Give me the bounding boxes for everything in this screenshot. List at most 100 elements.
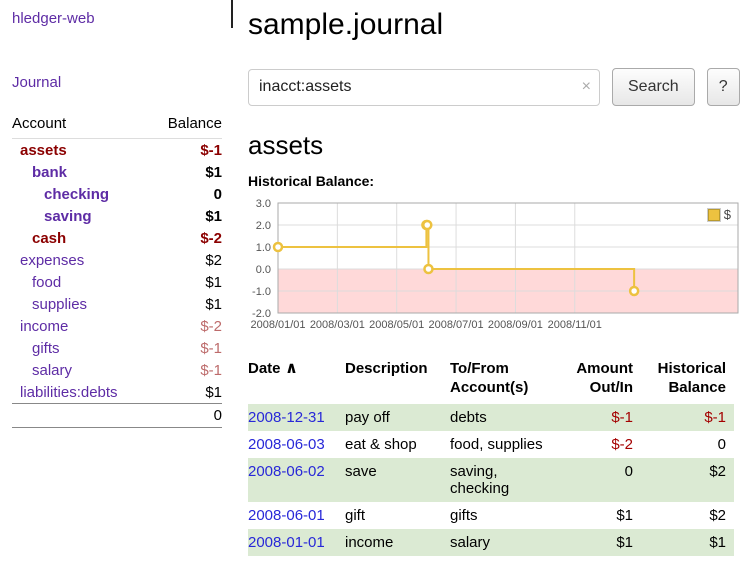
transaction-description: save — [345, 463, 377, 480]
svg-text:3.0: 3.0 — [256, 198, 271, 210]
svg-text:2008/07/01: 2008/07/01 — [429, 319, 484, 331]
transaction-date-link[interactable]: 2008-01-01 — [248, 534, 325, 551]
sidebar-account-link[interactable]: liabilities:debts — [20, 383, 118, 401]
search-field-wrap: × — [248, 68, 600, 106]
account-row: cash $-2 — [12, 227, 222, 249]
sort-ascending-icon: ∧ — [280, 360, 298, 377]
transaction-balance: 0 — [717, 436, 726, 453]
account-row: assets $-1 — [12, 139, 222, 162]
transaction-date-cell: 2008-12-31 — [248, 404, 345, 431]
account-name-cell: gifts — [12, 337, 151, 359]
svg-text:2008/01/01: 2008/01/01 — [250, 319, 305, 331]
transaction-row[interactable]: 2008-12-31 pay off debts $-1 $-1 — [248, 404, 734, 431]
accounts-header-account: Account — [12, 112, 151, 139]
sidebar-account-link[interactable]: income — [20, 317, 69, 335]
transaction-date-link[interactable]: 2008-12-31 — [248, 409, 325, 426]
transaction-row[interactable]: 2008-06-03 eat & shop food, supplies $-2 0 — [248, 431, 734, 458]
account-name-cell: bank — [12, 161, 151, 183]
transaction-description: eat & shop — [345, 436, 417, 453]
transaction-date-cell: 2008-06-02 — [248, 458, 345, 502]
sidebar-account-link[interactable]: expenses — [20, 251, 85, 269]
transaction-date-link[interactable]: 2008-06-03 — [248, 436, 325, 453]
account-balance: 0 — [213, 185, 222, 203]
transaction-date-cell: 2008-06-01 — [248, 502, 345, 529]
transaction-balance: $2 — [709, 463, 726, 480]
transaction-date-cell: 2008-06-03 — [248, 431, 345, 458]
column-header-tofrom: To/From Account(s) — [450, 360, 529, 396]
account-heading: assets — [248, 130, 324, 160]
account-balance: $1 — [205, 163, 222, 181]
transactions-table: Date ∧ Description To/From Account(s) Amount… — [248, 357, 734, 556]
svg-text:2008/11/01: 2008/11/01 — [548, 319, 602, 331]
chart-title: Historical Balance: — [248, 173, 375, 189]
legend-label: $ — [723, 207, 731, 222]
sidebar-account-link[interactable]: supplies — [32, 295, 88, 313]
chart-legend: $ — [705, 206, 733, 223]
transaction-accounts: debts — [450, 409, 487, 426]
sidebar-account-link[interactable]: gifts — [32, 339, 60, 357]
svg-text:2008/05/01: 2008/05/01 — [369, 319, 424, 331]
account-name-cell: food — [12, 271, 151, 293]
transaction-balance: $1 — [709, 534, 726, 551]
account-row: expenses $2 — [12, 249, 222, 271]
account-balance: $1 — [205, 207, 222, 225]
transaction-date-link[interactable]: 2008-06-01 — [248, 507, 325, 524]
account-name-cell: assets — [12, 139, 151, 162]
sidebar-account-link[interactable]: food — [32, 273, 62, 291]
main-content: sample.journal × Search ? assets Histori… — [236, 0, 742, 582]
sidebar-account-link[interactable]: bank — [32, 163, 68, 181]
sidebar-account-link[interactable]: saving — [44, 207, 92, 225]
account-row: bank $1 — [12, 161, 222, 183]
accounts-header-balance: Balance — [150, 112, 222, 139]
transaction-amount: $-1 — [611, 409, 633, 426]
account-name-cell: saving — [12, 205, 151, 227]
transaction-date-link[interactable]: 2008-06-02 — [248, 463, 325, 480]
transaction-amount: $-2 — [611, 436, 633, 453]
search-button[interactable]: Search — [612, 68, 695, 106]
sidebar-account-link[interactable]: salary — [32, 361, 73, 379]
sidebar-account-link[interactable]: checking — [44, 185, 110, 203]
page-title: sample.journal — [248, 8, 444, 41]
app-title: hledger-web — [12, 10, 222, 28]
account-name-cell: expenses — [12, 249, 151, 271]
transaction-accounts: salary — [450, 534, 491, 551]
sidebar-account-link[interactable]: cash — [32, 229, 67, 247]
account-name-cell: income — [12, 315, 151, 337]
transaction-row[interactable]: 2008-06-02 save saving, checking 0 $2 — [248, 458, 734, 502]
account-balance: $-1 — [200, 361, 222, 379]
column-header-historical: Historical Balance — [657, 360, 726, 396]
column-header-description: Description — [345, 360, 428, 377]
app-title-link[interactable]: hledger-web — [12, 10, 95, 27]
account-row: salary $-1 — [12, 359, 222, 381]
account-row: saving $1 — [12, 205, 222, 227]
account-balance: $-1 — [200, 141, 222, 159]
svg-text:0.0: 0.0 — [256, 264, 271, 276]
search-input[interactable] — [248, 68, 600, 106]
svg-text:2008/03/01: 2008/03/01 — [310, 319, 365, 331]
transaction-description: income — [345, 534, 394, 551]
column-header-date[interactable]: Date ∧ — [248, 360, 298, 377]
transaction-row[interactable]: 2008-01-01 income salary $1 $1 — [248, 529, 734, 556]
transaction-row[interactable]: 2008-06-01 gift gifts $1 $2 — [248, 502, 734, 529]
journal-nav: Journal — [12, 74, 222, 92]
svg-text:-2.0: -2.0 — [252, 308, 271, 320]
svg-text:2008/09/01: 2008/09/01 — [488, 319, 543, 331]
account-balance: $2 — [205, 251, 222, 269]
sidebar-divider — [231, 0, 233, 28]
transaction-description: pay off — [345, 409, 390, 426]
help-button[interactable]: ? — [706, 68, 740, 106]
account-name-cell: supplies — [12, 293, 151, 315]
svg-text:2.0: 2.0 — [256, 220, 271, 232]
transaction-accounts: gifts — [450, 507, 478, 524]
sidebar-account-link[interactable]: assets — [20, 141, 67, 159]
account-row: supplies $1 — [12, 293, 222, 315]
transaction-accounts: saving, checking — [450, 463, 510, 497]
account-balance: $1 — [205, 295, 222, 313]
account-row: checking 0 — [12, 183, 222, 205]
account-balance: $-1 — [200, 339, 222, 357]
journal-nav-link[interactable]: Journal — [12, 74, 62, 91]
clear-search-icon[interactable]: × — [581, 77, 591, 95]
transaction-balance: $-1 — [704, 409, 726, 426]
account-balance: $-2 — [200, 317, 222, 335]
